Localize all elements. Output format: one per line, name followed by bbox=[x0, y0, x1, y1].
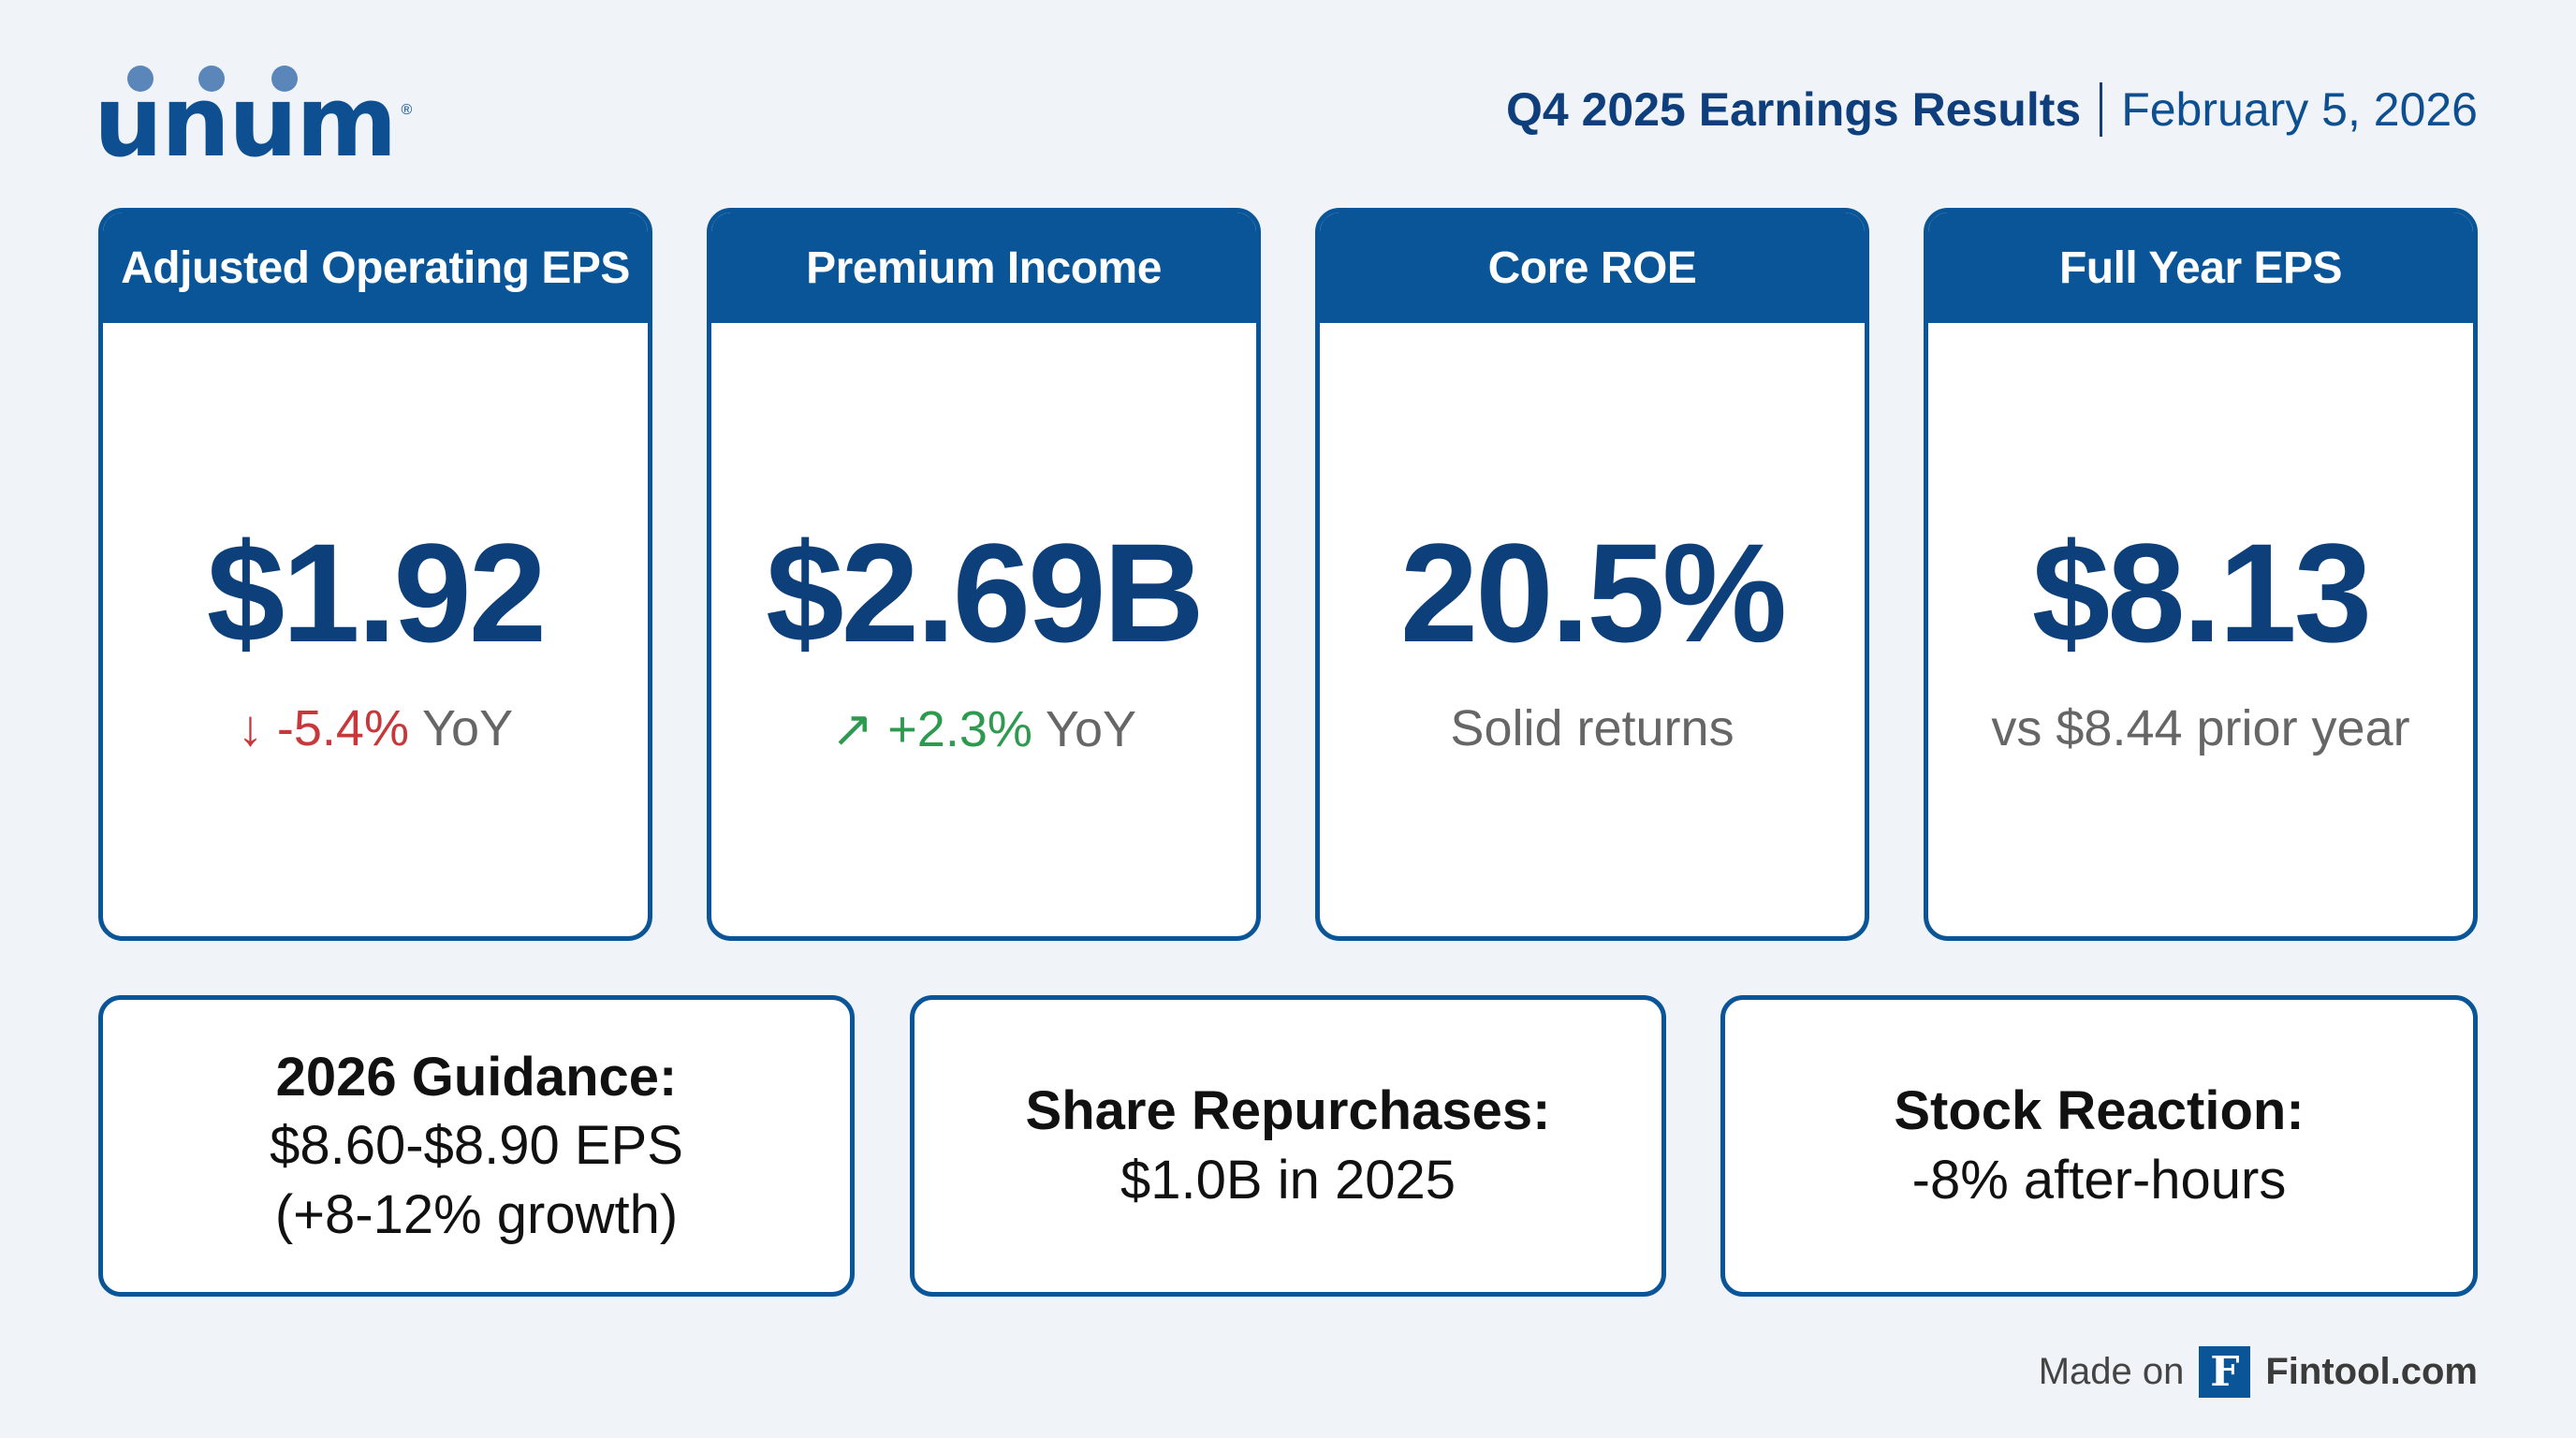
box-line: (+8-12% growth) bbox=[274, 1183, 679, 1245]
divider bbox=[2100, 82, 2103, 137]
logo-dot bbox=[127, 66, 154, 92]
stock-reaction-box: Stock Reaction: -8% after-hours bbox=[1720, 995, 2478, 1297]
change-suffix: YoY bbox=[1032, 701, 1137, 757]
box-title: 2026 Guidance: bbox=[275, 1046, 678, 1108]
report-date: February 5, 2026 bbox=[2121, 83, 2478, 136]
card-note: vs $8.44 prior year bbox=[1991, 700, 2410, 756]
card-value: 20.5% bbox=[1399, 514, 1787, 671]
box-title: Stock Reaction: bbox=[1894, 1080, 2305, 1142]
box-line: $8.60-$8.90 EPS bbox=[270, 1115, 683, 1177]
box-title: Share Repurchases: bbox=[1025, 1080, 1551, 1142]
fintool-link[interactable]: Fintool.com bbox=[2265, 1351, 2478, 1392]
report-header: Q4 2025 Earnings Results February 5, 202… bbox=[1506, 82, 2478, 137]
card-change: ↗ +2.3% YoY bbox=[711, 699, 1256, 758]
card-change: ↓ -5.4% YoY bbox=[103, 699, 648, 757]
logo-dot bbox=[271, 66, 298, 92]
logo-dot bbox=[198, 66, 225, 92]
registered-mark-icon: ® bbox=[401, 102, 413, 118]
report-title: Q4 2025 Earnings Results bbox=[1506, 83, 2082, 136]
card-title: Full Year EPS bbox=[1928, 213, 2473, 323]
arrow-down-icon: ↓ bbox=[237, 700, 263, 756]
card-title: Premium Income bbox=[711, 213, 1256, 323]
share-repurchases-box: Share Repurchases: $1.0B in 2025 bbox=[910, 995, 1666, 1297]
card-full-year-eps: Full Year EPS $8.13 vs $8.44 prior year bbox=[1924, 208, 2478, 941]
card-value: $8.13 bbox=[2031, 514, 2372, 671]
footer-attribution: Made on F Fintool.com bbox=[2039, 1346, 2478, 1398]
card-note: Solid returns bbox=[1450, 700, 1734, 756]
change-value: +2.3% bbox=[887, 701, 1032, 757]
box-line: -8% after-hours bbox=[1911, 1150, 2287, 1211]
card-value: $2.69B bbox=[766, 514, 1205, 671]
card-title: Core ROE bbox=[1320, 213, 1865, 323]
card-premium-income: Premium Income $2.69B ↗ +2.3% YoY bbox=[707, 208, 1261, 941]
fintool-logo-icon: F bbox=[2199, 1346, 2251, 1398]
unum-logo: unum ® bbox=[94, 66, 413, 170]
made-on-label: Made on bbox=[2038, 1351, 2185, 1392]
card-adjusted-operating-eps: Adjusted Operating EPS $1.92 ↓ -5.4% YoY bbox=[98, 208, 652, 941]
card-value: $1.92 bbox=[206, 514, 547, 671]
guidance-box: 2026 Guidance: $8.60-$8.90 EPS (+8-12% g… bbox=[98, 995, 855, 1297]
card-title: Adjusted Operating EPS bbox=[103, 213, 648, 323]
change-value: -5.4% bbox=[276, 700, 409, 756]
change-suffix: YoY bbox=[408, 700, 514, 756]
box-line: $1.0B in 2025 bbox=[1120, 1150, 1456, 1211]
card-core-roe: Core ROE 20.5% Solid returns bbox=[1315, 208, 1869, 941]
arrow-up-right-icon: ↗ bbox=[830, 701, 874, 757]
